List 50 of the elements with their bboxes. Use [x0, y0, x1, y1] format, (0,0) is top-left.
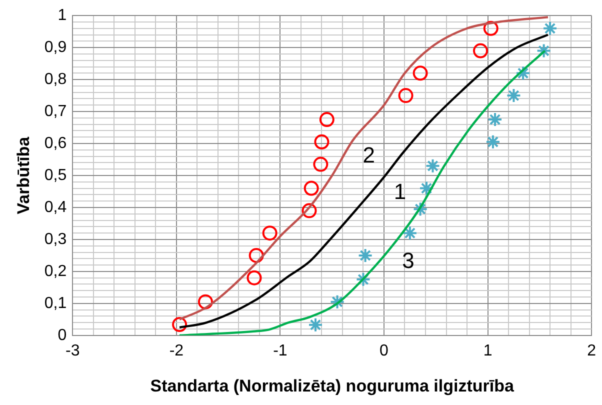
y-axis-title: Varbūtība [14, 136, 33, 214]
point [356, 272, 371, 287]
series-label: 1 [394, 179, 406, 204]
point [262, 226, 278, 241]
series-label: 3 [402, 248, 414, 273]
point [506, 88, 522, 104]
x-tick-label: 1 [483, 342, 492, 360]
point [485, 134, 500, 150]
point [248, 248, 264, 263]
point [172, 317, 188, 332]
point [330, 294, 345, 310]
point [542, 20, 558, 36]
y-tick-label: 0,9 [44, 38, 67, 56]
point [536, 43, 552, 58]
point [313, 156, 328, 172]
point [488, 112, 503, 128]
x-tick-label: -1 [273, 342, 288, 360]
point [314, 134, 330, 150]
y-tick-label: 0 [58, 326, 67, 344]
y-tick-label: 0,1 [44, 294, 67, 312]
point [319, 112, 334, 128]
x-tick-label: 0 [380, 342, 389, 360]
point [516, 66, 531, 81]
point [358, 248, 373, 263]
y-tick-label: 1 [58, 7, 67, 24]
point [473, 43, 488, 58]
x-tick-label: -3 [66, 342, 80, 360]
point [412, 202, 428, 217]
point [419, 180, 434, 196]
y-tick-label: 0,2 [44, 262, 67, 280]
y-tick-label: 0,7 [44, 102, 67, 120]
point [246, 270, 262, 286]
point [308, 317, 323, 332]
point [304, 180, 319, 196]
point [198, 294, 213, 310]
y-tick-label: 0,3 [44, 230, 67, 248]
x-tick-label: 2 [587, 342, 596, 360]
series-label: 2 [362, 142, 375, 168]
y-tick-label: 0,8 [44, 70, 67, 88]
y-tick-label: 0,4 [44, 198, 67, 216]
point [398, 88, 414, 104]
y-tick-label: 0,6 [44, 134, 67, 152]
point [483, 20, 498, 36]
point [302, 203, 317, 218]
point [425, 158, 440, 174]
point [412, 66, 428, 81]
x-tick-label: -2 [169, 342, 184, 360]
point [402, 226, 418, 241]
y-tick-label: 0,5 [44, 166, 67, 184]
x-axis-title: Standarta (Normalizēta) noguruma ilgizturība [150, 376, 514, 396]
